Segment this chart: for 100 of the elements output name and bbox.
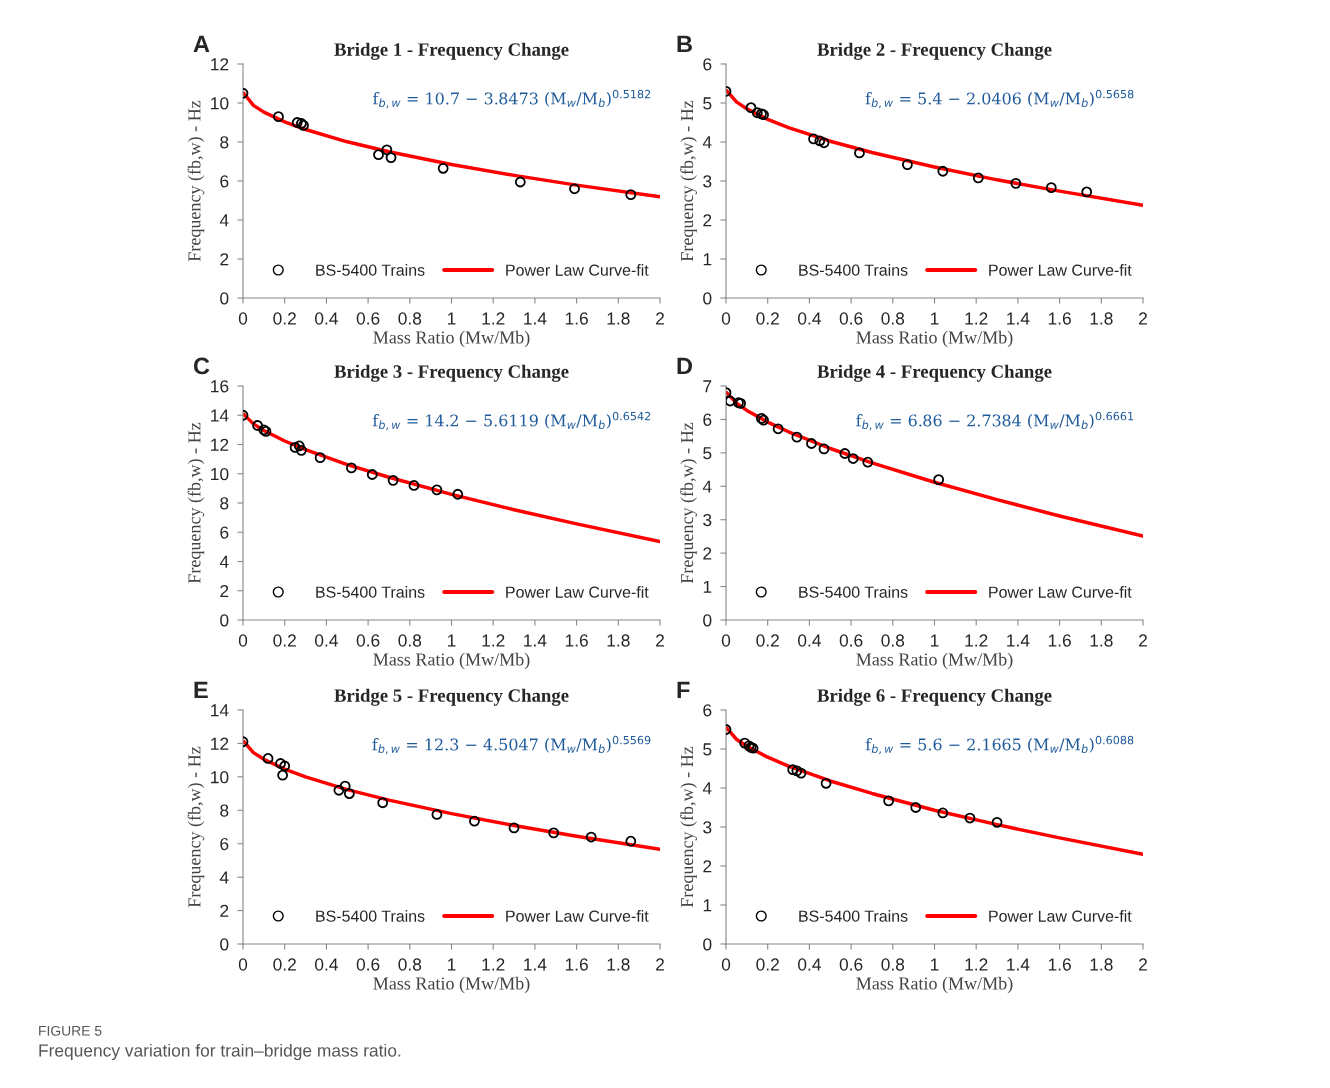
legend-label: BS-5400 Trains xyxy=(316,586,425,598)
annotation: f$_{b,w}$ = 10.7 − 3.8473 (M$_{w}$/M$_{b}$)$^{0.5182}$ xyxy=(373,89,651,109)
y-tick-label: 2 xyxy=(220,904,229,917)
caption: FIGURE 5 xyxy=(39,1025,102,1036)
x-tick-label: 0.4 xyxy=(315,958,338,971)
x-tick-label: 1.4 xyxy=(524,634,547,647)
x-tick-label: 0.4 xyxy=(798,634,821,647)
y-tick-label: 5 xyxy=(703,97,712,110)
x-axis-title: Mass Ratio (Mw/Mb) xyxy=(373,652,530,670)
text: E xyxy=(194,681,208,699)
y-tick-label: 8 xyxy=(220,136,229,149)
y-tick-label: 6 xyxy=(703,704,712,717)
y-tick-label: 3 xyxy=(703,821,712,834)
y-tick-label: 4 xyxy=(702,480,712,493)
x-tick-label: 0.6 xyxy=(839,312,863,325)
x-tick-label: 0 xyxy=(721,958,731,971)
x-axis-title: Mass Ratio (Mw/Mb) xyxy=(856,330,1013,348)
text: A xyxy=(193,35,210,53)
x-tick-label: 1.4 xyxy=(1007,312,1030,325)
x-tick-label: 2 xyxy=(1139,312,1147,325)
annotation: f$_{b,w}$ = 14.2 − 5.6119 (M$_{w}$/M$_{b}$)$^{0.6542}$ xyxy=(372,411,651,431)
y-tick-label: 6 xyxy=(220,526,229,539)
x-tick-label: 2 xyxy=(656,634,664,647)
legend-label: BS-5400 Trains xyxy=(799,910,908,922)
x-tick-label: 2 xyxy=(656,312,664,325)
x-tick-label: 1 xyxy=(448,312,456,325)
x-tick-label: 1.6 xyxy=(565,958,588,971)
text: B xyxy=(677,35,692,53)
chart-title: Bridge 3 - Frequency Change xyxy=(334,364,569,382)
x-tick-label: 0.6 xyxy=(839,634,863,647)
legend-label: BS-5400 Trains xyxy=(316,910,425,922)
y-axis-title: Frequency (fb,w) - Hz xyxy=(187,100,205,262)
y-tick-label: 6 xyxy=(220,175,229,188)
legend-label: Power Law Curve-fit xyxy=(989,264,1132,276)
chart-title: Bridge 5 - Frequency Change xyxy=(334,688,569,706)
x-tick-label: 1.2 xyxy=(965,958,988,971)
y-tick-label: 10 xyxy=(211,771,229,784)
y-tick-label: 5 xyxy=(703,743,712,756)
legend-label: Power Law Curve-fit xyxy=(989,910,1132,922)
chart-title: Bridge 1 - Frequency Change xyxy=(334,42,569,60)
y-tick-label: 2 xyxy=(703,860,712,873)
legend-label: Power Law Curve-fit xyxy=(506,264,649,276)
x-tick-label: 1.2 xyxy=(482,634,505,647)
x-tick-label: 0.8 xyxy=(398,634,422,647)
x-tick-label: 2 xyxy=(1139,958,1147,971)
y-tick-label: 1 xyxy=(703,899,712,912)
y-tick-label: 1 xyxy=(703,580,712,593)
x-tick-label: 2 xyxy=(656,958,664,971)
y-tick-label: 2 xyxy=(703,547,712,560)
x-tick-label: 0 xyxy=(721,634,731,647)
y-axis-title: Frequency (fb,w) - Hz xyxy=(680,422,697,584)
x-tick-label: 0.8 xyxy=(398,958,422,971)
y-tick-label: 3 xyxy=(703,175,712,188)
x-tick-label: 0.2 xyxy=(756,958,779,971)
y-tick-label: 0 xyxy=(703,292,712,305)
x-tick-label: 0.4 xyxy=(798,312,821,325)
legend-label: Power Law Curve-fit xyxy=(506,586,649,598)
y-tick-label: 0 xyxy=(220,614,229,627)
x-tick-label: 0.6 xyxy=(356,634,380,647)
chart-title: Bridge 4 - Frequency Change xyxy=(817,364,1052,382)
y-tick-label: 3 xyxy=(703,513,712,527)
x-tick-label: 1.6 xyxy=(1048,312,1071,325)
x-tick-label: 1.8 xyxy=(1090,958,1113,971)
x-tick-label: 0.4 xyxy=(798,958,821,971)
legend-label: BS-5400 Trains xyxy=(799,586,908,598)
x-tick-label: 0.8 xyxy=(881,634,905,647)
x-tick-label: 0.2 xyxy=(273,634,296,647)
x-tick-label: 0.4 xyxy=(315,312,338,325)
legend-label: Power Law Curve-fit xyxy=(989,586,1132,598)
y-tick-label: 4 xyxy=(702,136,712,149)
y-tick-label: 14 xyxy=(211,409,229,422)
x-tick-label: 1.8 xyxy=(1090,634,1113,647)
y-axis-title: Frequency (fb,w) - Hz xyxy=(680,746,697,908)
x-tick-label: 1.6 xyxy=(565,634,588,647)
y-tick-label: 0 xyxy=(220,292,229,305)
x-tick-label: 1 xyxy=(448,634,456,647)
x-tick-label: 0.6 xyxy=(356,958,380,971)
x-tick-label: 0.8 xyxy=(881,312,905,325)
x-tick-label: 1.4 xyxy=(1007,958,1030,971)
y-tick-label: 12 xyxy=(211,58,229,71)
y-tick-label: 7 xyxy=(703,380,712,393)
x-tick-label: 1.8 xyxy=(607,312,630,325)
y-axis-title: Frequency (fb,w) - Hz xyxy=(680,100,697,262)
legend-label: BS-5400 Trains xyxy=(316,264,425,276)
x-tick-label: 1.4 xyxy=(1007,634,1030,647)
x-axis-title: Mass Ratio (Mw/Mb) xyxy=(373,976,530,994)
x-tick-label: 1.2 xyxy=(965,312,988,325)
y-axis-title: Frequency (fb,w) - Hz xyxy=(187,746,205,908)
x-tick-label: 1.6 xyxy=(1048,958,1071,971)
y-tick-label: 10 xyxy=(211,97,229,110)
y-tick-label: 12 xyxy=(211,438,229,451)
x-tick-label: 0 xyxy=(238,958,248,971)
annotation: f$_{b,w}$ = 12.3 − 4.5047 (M$_{w}$/M$_{b}$)$^{0.5569}$ xyxy=(372,735,651,755)
y-tick-label: 0 xyxy=(703,938,712,951)
annotation: f$_{b,w}$ = 5.4 − 2.0406 (M$_{w}$/M$_{b}$)$^{0.5658}$ xyxy=(865,89,1134,109)
chart-title: Bridge 2 - Frequency Change xyxy=(817,42,1052,60)
y-tick-label: 6 xyxy=(703,413,712,426)
x-tick-label: 1.8 xyxy=(1090,312,1113,325)
x-tick-label: 1 xyxy=(931,958,939,971)
x-tick-label: 1.8 xyxy=(607,958,630,971)
